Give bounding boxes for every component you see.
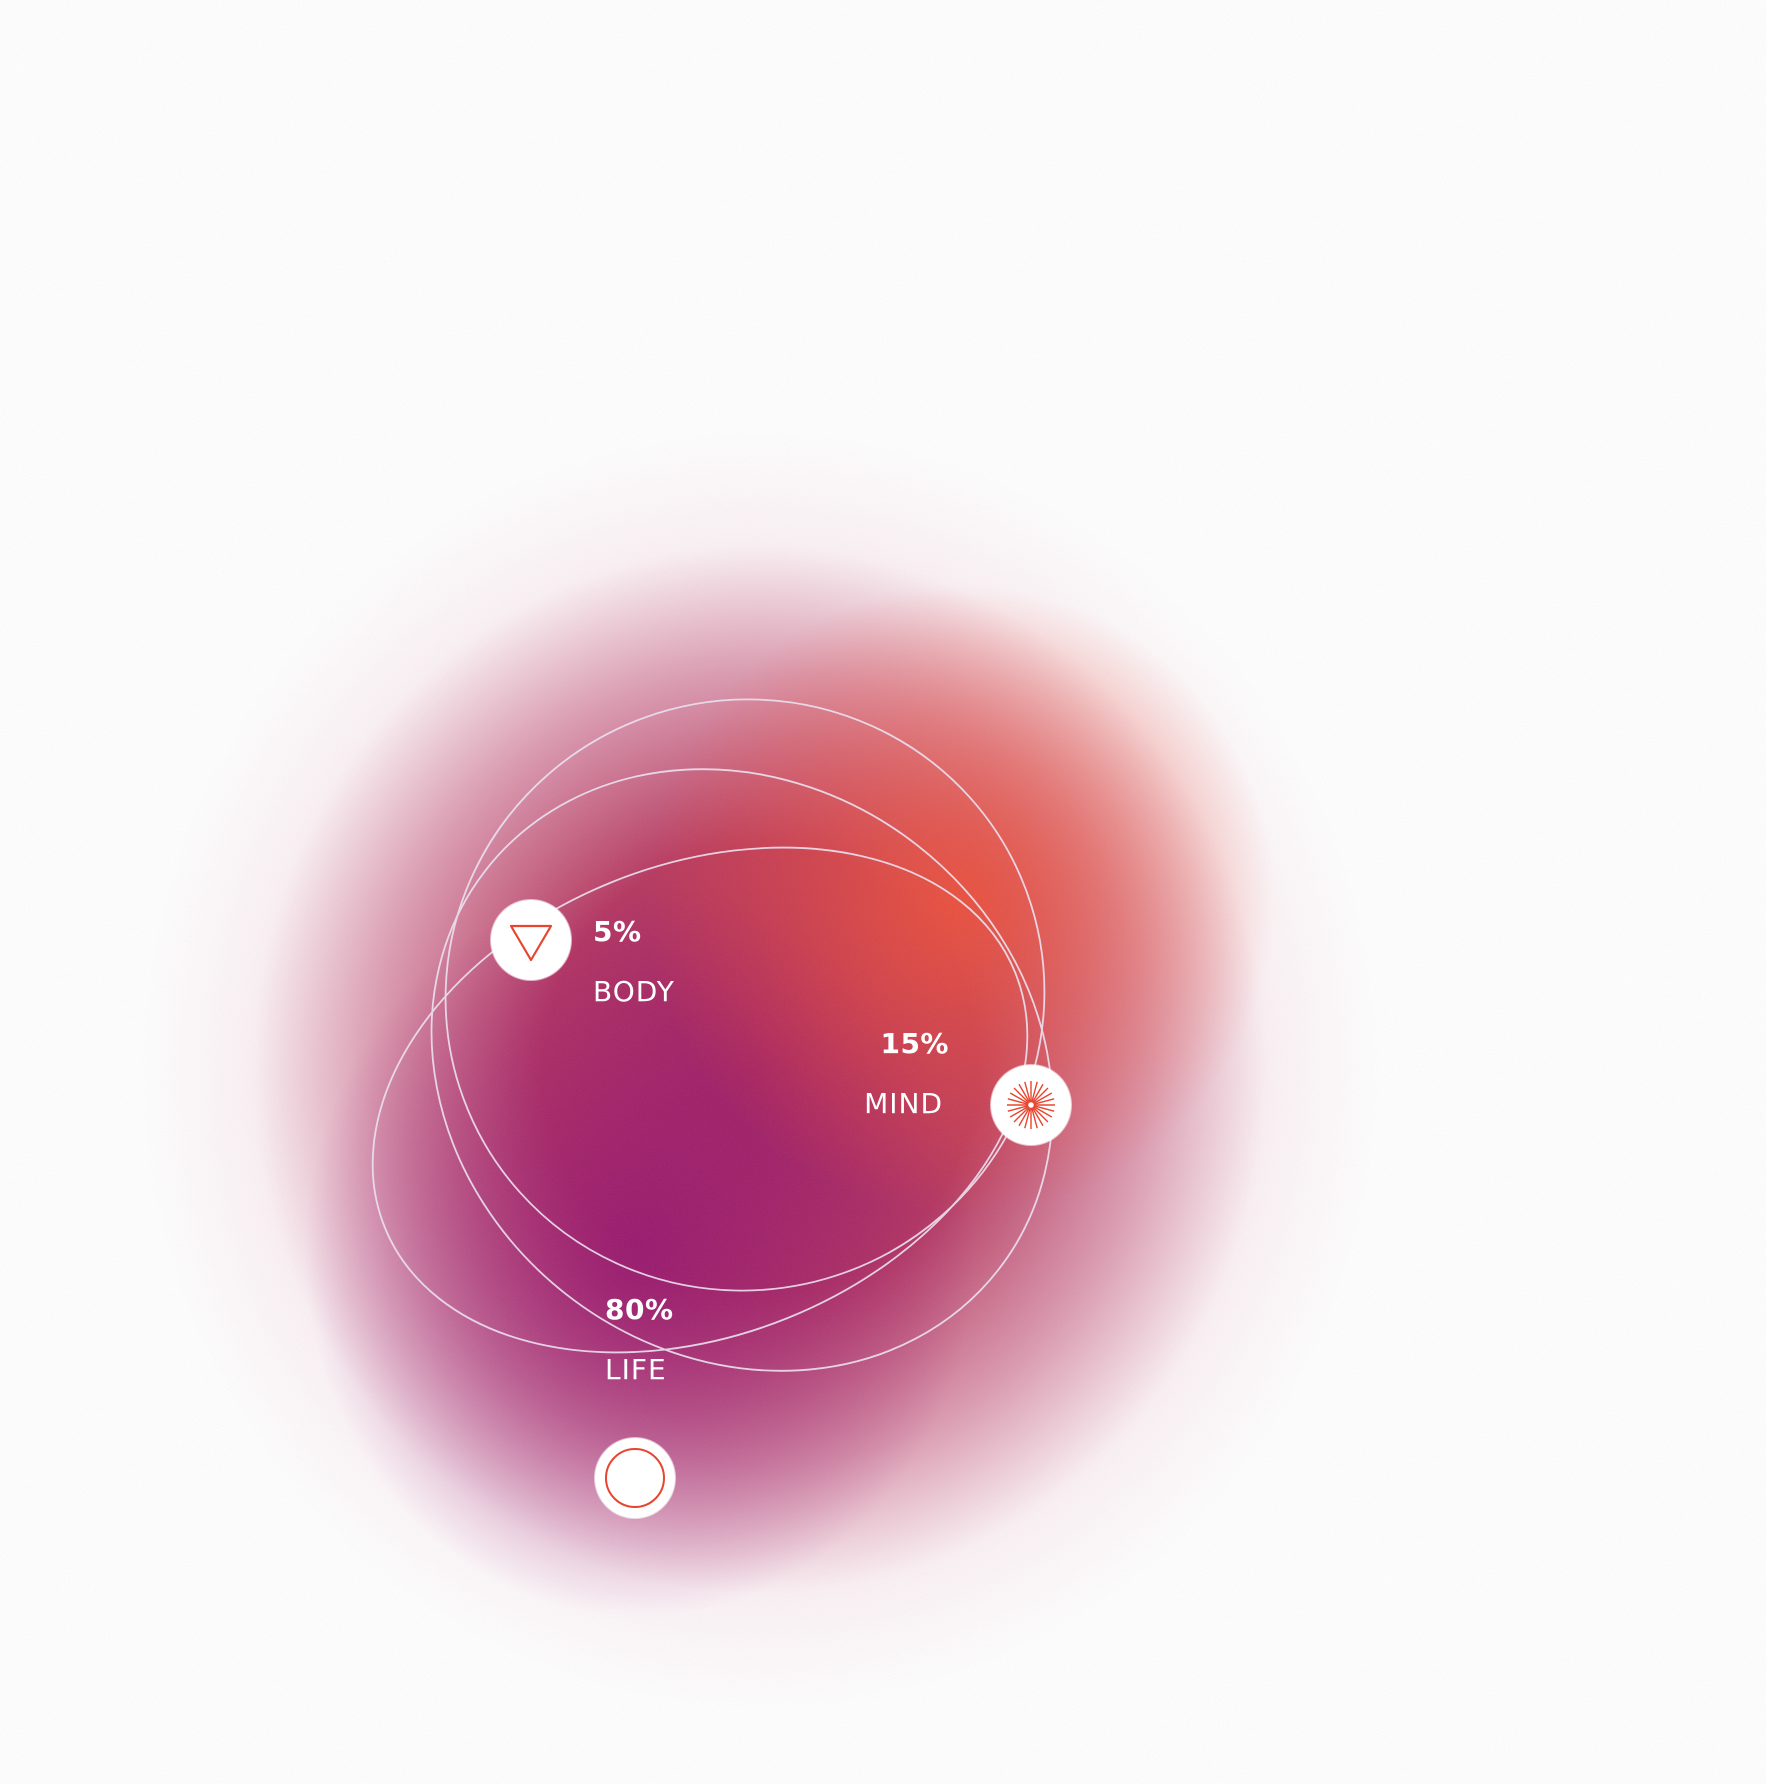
orbit-ring-1 xyxy=(444,698,1046,1292)
orbit-ring-3 xyxy=(371,846,1029,1354)
body-node xyxy=(491,900,571,980)
body-label: BODY xyxy=(593,975,675,1008)
triangle-down-icon xyxy=(509,924,553,962)
circle-ring-icon xyxy=(605,1448,665,1508)
orbit-ring-2 xyxy=(430,768,1054,1372)
sunburst-icon xyxy=(1007,1081,1055,1129)
life-percent: 80% xyxy=(605,1293,674,1326)
life-node xyxy=(595,1438,675,1518)
mind-label: MIND xyxy=(864,1087,943,1120)
life-label: LIFE xyxy=(605,1353,667,1386)
body-percent: 5% xyxy=(593,915,642,948)
mind-node xyxy=(991,1065,1071,1145)
mind-percent: 15% xyxy=(880,1027,949,1060)
